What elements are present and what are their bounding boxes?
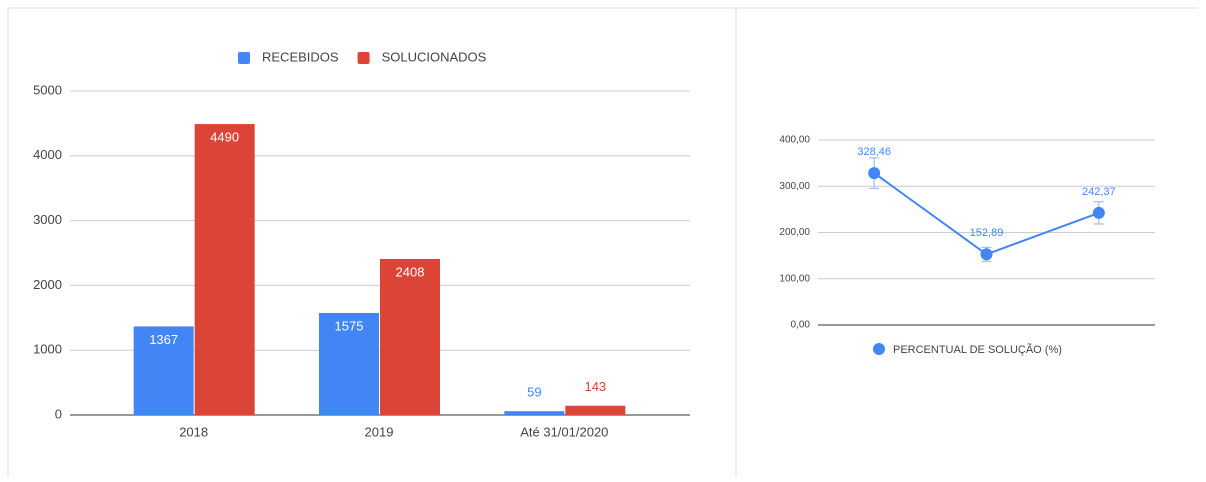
data-label: 152,89 [970,227,1004,239]
data-label: 242,37 [1082,186,1116,198]
data-label: 143 [584,379,606,394]
legend-label: SOLUCIONADOS [382,49,487,64]
line [873,172,1100,256]
y-tick-label: 0,00 [791,320,811,331]
y-tick-label: 300,00 [779,181,810,192]
y-tick-label: 400,00 [779,135,810,146]
legend-swatch [357,52,370,64]
point [868,167,881,180]
point [1092,206,1105,219]
legend-label: PERCENTUAL DE SOLUÇÃO (%) [893,343,1062,356]
bar [504,411,565,415]
x-tick-label: 2019 [365,424,394,439]
bar [133,326,194,415]
y-tick-label: 1000 [33,342,62,357]
y-tick-label: 4000 [33,147,62,162]
data-label: 328,46 [857,146,891,158]
x-tick-label: 2018 [179,424,208,439]
legend-swatch [873,343,885,355]
data-label: 59 [527,385,541,400]
legend-label: RECEBIDOS [262,49,339,64]
y-tick-label: 5000 [33,82,62,97]
point [980,248,993,261]
bar [565,405,626,415]
y-tick-label: 2000 [33,277,62,292]
x-tick-label: Até 31/01/2020 [520,424,608,439]
data-label: 4490 [210,129,239,144]
data-label: 1367 [149,332,178,347]
data-label: 1575 [335,318,364,333]
bar [319,312,379,415]
y-tick-label: 3000 [33,212,62,227]
y-tick-label: 0 [55,406,62,421]
bar [194,124,255,415]
y-tick-label: 100,00 [779,273,810,284]
legend-swatch [238,52,250,64]
data-label: 2408 [396,264,425,279]
bar [380,258,440,415]
y-tick-label: 200,00 [779,227,810,238]
